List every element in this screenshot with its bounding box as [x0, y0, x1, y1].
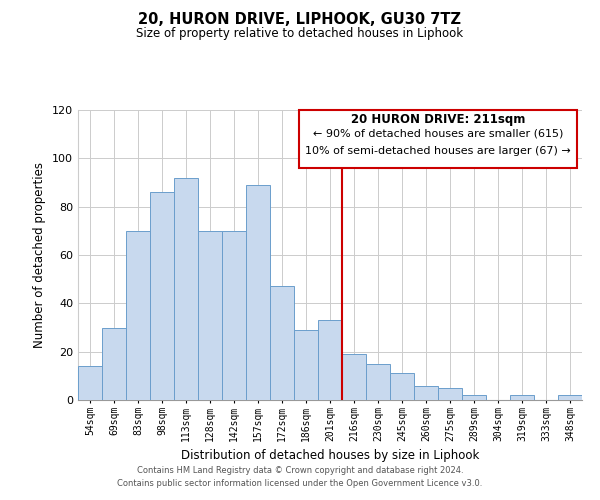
Bar: [294, 330, 318, 400]
Bar: [270, 286, 294, 400]
Bar: [462, 395, 486, 400]
Bar: [198, 231, 222, 400]
X-axis label: Distribution of detached houses by size in Liphook: Distribution of detached houses by size …: [181, 449, 479, 462]
Text: Contains HM Land Registry data © Crown copyright and database right 2024.
Contai: Contains HM Land Registry data © Crown c…: [118, 466, 482, 487]
Bar: [246, 185, 270, 400]
Text: 20 HURON DRIVE: 211sqm: 20 HURON DRIVE: 211sqm: [351, 112, 525, 126]
Bar: [342, 354, 366, 400]
Bar: [150, 192, 174, 400]
Text: 10% of semi-detached houses are larger (67) →: 10% of semi-detached houses are larger (…: [305, 146, 571, 156]
Bar: [78, 366, 102, 400]
Text: ← 90% of detached houses are smaller (615): ← 90% of detached houses are smaller (61…: [313, 129, 563, 139]
Bar: [510, 395, 534, 400]
Bar: [222, 231, 246, 400]
Text: Size of property relative to detached houses in Liphook: Size of property relative to detached ho…: [136, 28, 464, 40]
Bar: [126, 231, 150, 400]
Bar: [366, 364, 390, 400]
Bar: [390, 374, 414, 400]
Bar: [318, 320, 342, 400]
Y-axis label: Number of detached properties: Number of detached properties: [34, 162, 46, 348]
Bar: [174, 178, 198, 400]
Bar: [558, 395, 582, 400]
Text: 20, HURON DRIVE, LIPHOOK, GU30 7TZ: 20, HURON DRIVE, LIPHOOK, GU30 7TZ: [139, 12, 461, 28]
Bar: [102, 328, 126, 400]
Bar: [438, 388, 462, 400]
Bar: [414, 386, 438, 400]
